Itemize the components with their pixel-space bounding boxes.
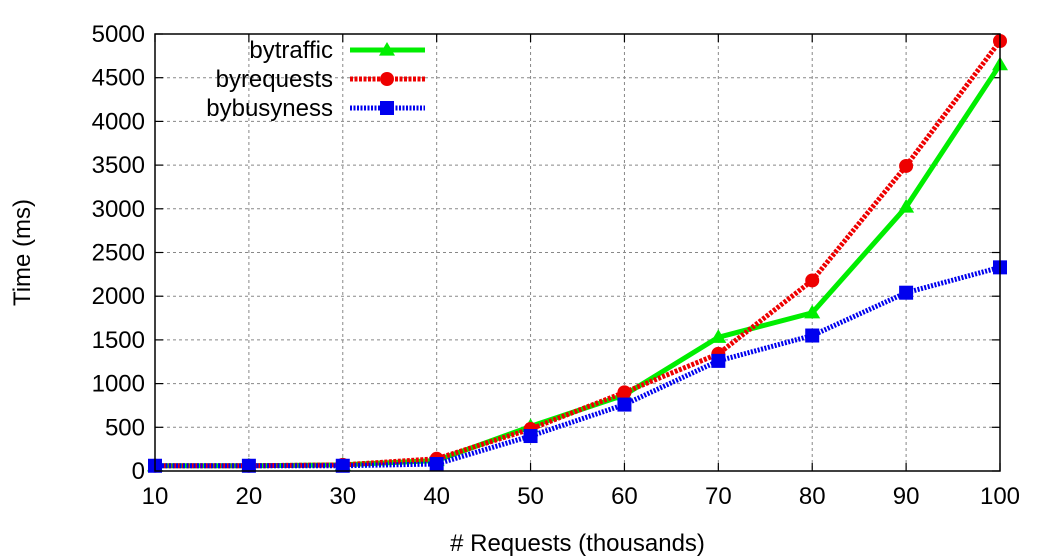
data-point-bytraffic [898,199,915,213]
data-point-byrequests [617,385,632,400]
series-line-bytraffic [155,63,1003,469]
legend-marker-bybusyness [380,101,394,115]
y-tick-label: 3000 [92,196,145,223]
data-point-byrequests [899,158,914,173]
x-tick-label: 90 [893,483,920,510]
grid [155,34,1000,471]
data-point-bybusyness [805,328,820,343]
legend-label-bytraffic: bytraffic [249,37,333,64]
x-axis-label: # Requests (thousands) [450,530,705,557]
x-tick-label: 30 [329,483,356,510]
data-point-bybusyness [335,458,350,473]
series-line-bybusyness [155,264,1001,469]
x-tick-label: 100 [980,483,1020,510]
y-tick-label: 1500 [92,327,145,354]
legend-marker-byrequests [380,72,394,86]
y-tick-label: 1000 [92,371,145,398]
data-point-bybusyness [617,397,632,412]
y-tick-label: 5000 [92,21,145,48]
data-point-bybusyness [523,429,538,444]
y-tick-label: 4500 [92,65,145,92]
y-tick-label: 0 [132,458,145,485]
plot-border [154,33,1001,472]
y-tick-label: 2500 [92,240,145,267]
data-point-bybusyness [241,458,256,473]
tick-labels: 10 20 30 40 50 60 70 80 90 1000500100015002000250… [92,21,1020,510]
x-tick-label: 20 [236,483,263,510]
y-tick-label: 500 [105,414,145,441]
x-tick-label: 10 [142,483,169,510]
x-tick-label: 80 [799,483,826,510]
legend-marker-bytraffic [379,42,395,56]
y-tick-label: 3500 [92,152,145,179]
x-tick-label: 50 [517,483,544,510]
legend-item-bybusyness: bybusyness [206,95,425,122]
x-tick-label: 60 [611,483,638,510]
x-tick-label: 40 [423,483,450,510]
legend-label-bybusyness: bybusyness [206,95,333,122]
series-bybusyness [148,260,1007,473]
y-tick-label: 2000 [92,283,145,310]
legend-item-byrequests: byrequests [216,66,425,93]
data-point-bytraffic [710,329,727,343]
data-point-bybusyness [899,285,914,300]
data-point-byrequests [805,273,820,288]
data-point-bytraffic [804,304,821,319]
data-point-bybusyness [429,457,444,472]
data-point-bybusyness [711,353,726,368]
y-axis-label: Time (ms) [9,199,36,306]
legend-item-bytraffic: bytraffic [249,37,425,64]
legend-label-byrequests: byrequests [216,66,333,93]
y-tick-label: 4000 [92,108,145,135]
x-tick-label: 70 [705,483,732,510]
